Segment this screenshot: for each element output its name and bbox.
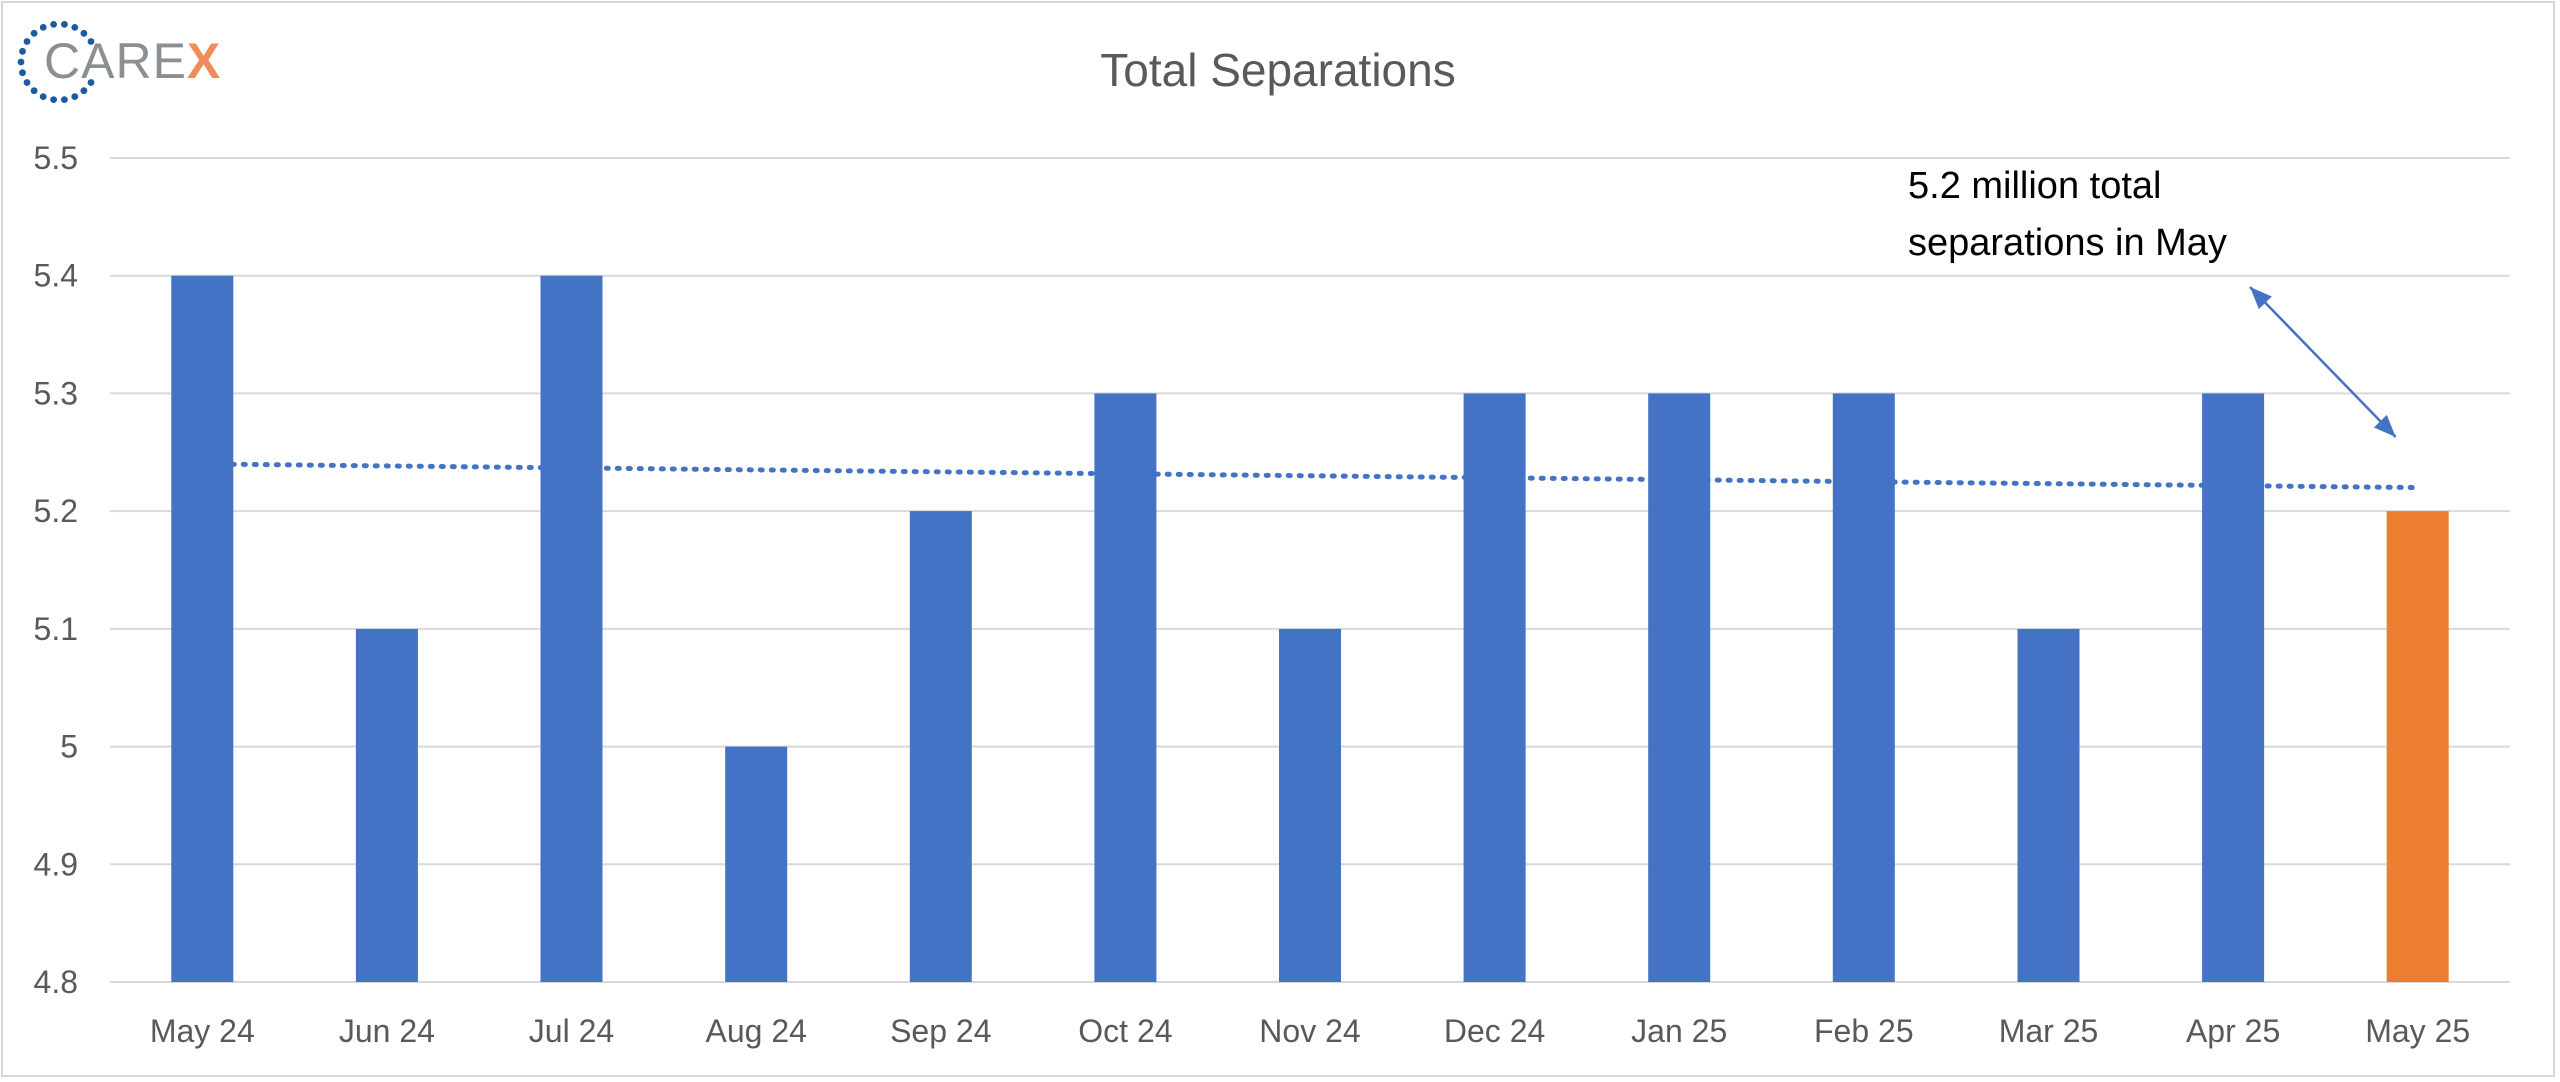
annotation-text: separations in May <box>1908 222 2227 264</box>
x-tick-label: Apr 25 <box>2186 1013 2280 1049</box>
logo-dot <box>61 96 68 103</box>
logo-dot <box>23 79 31 86</box>
y-tick-label: 5.1 <box>34 611 78 647</box>
x-tick-label: Nov 24 <box>1259 1013 1360 1049</box>
logo-dot <box>30 29 38 37</box>
bar-dec-24 <box>1463 393 1526 982</box>
trendline-line <box>207 461 2421 491</box>
logo-dot <box>50 21 57 28</box>
x-tick-label: Aug 24 <box>705 1013 806 1049</box>
bar-may-25 <box>2386 511 2449 982</box>
y-tick-label: 5.3 <box>34 375 78 411</box>
x-tick-label: Jan 25 <box>1631 1013 1727 1049</box>
logo-text-accent: X <box>186 33 222 89</box>
bar-jul-24 <box>540 275 603 982</box>
y-tick-label: 4.9 <box>34 846 78 882</box>
y-axis-ticks: 4.8 4.9 5 5.1 5.2 5.3 5.4 5.5 <box>34 140 78 1000</box>
logo-dot <box>50 96 57 103</box>
y-tick-label: 4.8 <box>34 964 78 1000</box>
x-axis-ticks: May 24 Jun 24 Jul 24 Aug 24 Sep 24 Oct 24 Nov … <box>150 1013 2470 1049</box>
x-tick-label: May 25 <box>2365 1013 2470 1049</box>
x-tick-label: Mar 25 <box>1999 1013 2099 1049</box>
y-tick-label: 5.5 <box>34 140 78 176</box>
bar-mar-25 <box>2017 628 2080 982</box>
x-tick-label: Jul 24 <box>529 1013 614 1049</box>
bar-sep-24 <box>909 511 972 982</box>
logo-dot <box>87 38 95 45</box>
x-tick-label: Jun 24 <box>339 1013 435 1049</box>
logo-dot <box>71 93 79 100</box>
logo-text: CAREX <box>44 36 221 86</box>
bar-apr-25 <box>2202 393 2265 982</box>
y-tick-label: 5.2 <box>34 493 78 529</box>
bar-oct-24 <box>1094 393 1157 982</box>
chart-title: Total Separations <box>1100 44 1455 96</box>
logo-dot <box>19 47 26 55</box>
arrowhead <box>2250 287 2272 310</box>
logo-dot <box>17 58 25 66</box>
trendline <box>207 461 2421 491</box>
logo-dot <box>39 24 47 31</box>
logo-dot <box>80 87 88 95</box>
annotation-arrow <box>2249 286 2397 438</box>
x-tick-label: Sep 24 <box>890 1013 991 1049</box>
logo-dot <box>80 29 88 37</box>
logo-text-main: CARE <box>44 33 187 89</box>
x-tick-label: May 24 <box>150 1013 255 1049</box>
arrowhead <box>2373 414 2396 437</box>
annotation: 5.2 million total separations in May <box>1908 165 2397 438</box>
logo-dot <box>61 21 68 28</box>
logo-dot <box>19 69 26 77</box>
logo-dot <box>39 93 47 100</box>
logo-dot <box>87 79 95 86</box>
bar-jun-24 <box>355 628 418 982</box>
x-tick-label: Oct 24 <box>1078 1013 1172 1049</box>
carex-logo: CAREX <box>14 16 234 108</box>
annotation-text: 5.2 million total <box>1908 165 2161 207</box>
logo-dots-icon <box>17 21 95 103</box>
bar-aug-24 <box>725 746 788 982</box>
logo-dot <box>71 24 79 31</box>
bar-jan-25 <box>1648 393 1711 982</box>
bar-nov-24 <box>1279 628 1341 982</box>
x-tick-label: Dec 24 <box>1444 1013 1545 1049</box>
x-tick-label: Feb 25 <box>1814 1013 1914 1049</box>
bars <box>171 275 2449 982</box>
y-tick-label: 5 <box>60 729 78 765</box>
logo-dot <box>23 38 31 45</box>
logo-dot <box>30 87 38 95</box>
bar-may-24 <box>171 275 234 982</box>
y-tick-label: 5.4 <box>34 258 78 294</box>
bar-feb-25 <box>1832 393 1895 982</box>
